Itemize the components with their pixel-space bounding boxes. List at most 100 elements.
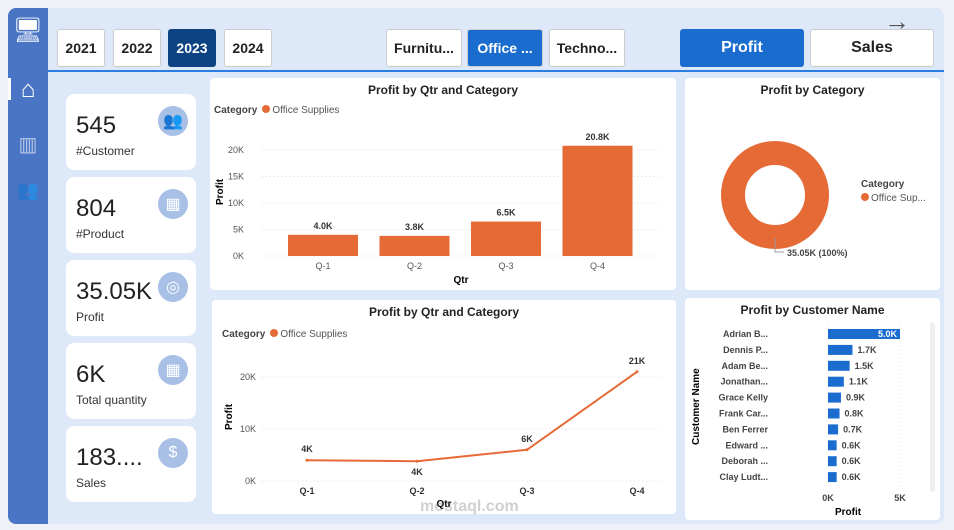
bar — [828, 408, 840, 419]
bar — [828, 440, 837, 451]
kpi-value: 35.05K — [76, 278, 153, 305]
data-label: 0.8K — [845, 409, 865, 419]
data-label: 1.7K — [857, 345, 877, 355]
boxes-icon: ▦ — [158, 189, 188, 219]
data-label: 0.6K — [842, 440, 862, 450]
year-2024-button[interactable]: 2024 — [224, 29, 272, 67]
year-2023-button[interactable]: 2023 — [168, 29, 216, 67]
active-indicator — [8, 78, 11, 100]
bar — [828, 472, 837, 483]
home-icon[interactable]: ⌂ — [20, 76, 36, 103]
legend-title: Category — [214, 105, 258, 116]
people-icon[interactable]: 👥 — [16, 180, 40, 200]
data-point — [305, 458, 309, 462]
data-label: 21K — [629, 356, 646, 366]
coins-icon: ◎ — [158, 272, 188, 302]
category-furniture-button[interactable]: Furnitu... — [386, 29, 462, 67]
x-tick-label: Q-3 — [519, 486, 534, 496]
chart-title: Profit by Qtr and Category — [367, 83, 519, 97]
bar — [828, 456, 837, 467]
header-divider — [48, 70, 944, 72]
kpi-value: 545 — [76, 112, 117, 139]
y-tick-label: 5K — [233, 225, 244, 235]
kpi-card: 183.... Sales $ — [66, 426, 196, 502]
kpi-label: #Customer — [76, 144, 135, 158]
year-2022-button[interactable]: 2022 — [113, 29, 161, 67]
legend: Category Office Supplies — [214, 105, 339, 116]
profit-button[interactable]: Profit — [680, 29, 804, 67]
bar — [562, 145, 633, 256]
kpi-label: Total quantity — [76, 393, 147, 407]
y-tick-label: 0K — [245, 476, 256, 486]
kpi-value: 6K — [76, 361, 106, 388]
data-label: 0.6K — [842, 472, 862, 482]
kpi-value: 183.... — [76, 444, 143, 471]
data-label: 4K — [301, 444, 313, 454]
category-office-button[interactable]: Office ... — [467, 29, 543, 67]
data-label: 20.8K — [585, 132, 610, 142]
legend-dot — [262, 105, 271, 113]
data-label: 6.5K — [496, 208, 516, 218]
bar — [828, 360, 850, 371]
customer-label: Frank Car... — [719, 409, 768, 419]
category-technology-button[interactable]: Techno... — [549, 29, 625, 67]
bar — [288, 234, 358, 256]
legend-title: Category — [861, 179, 905, 190]
x-axis-title: Qtr — [454, 275, 469, 286]
y-axis-title: Customer Name — [691, 368, 702, 445]
data-label: 35.05K (100%) — [787, 248, 848, 258]
legend-item: Office Supplies — [272, 105, 340, 116]
kpi-label: #Product — [76, 227, 125, 241]
series-line — [306, 370, 638, 463]
kpi-card: 35.05K Profit ◎ — [66, 260, 196, 336]
customer-label: Dennis P... — [723, 345, 768, 355]
dollar-icon: $ — [158, 438, 188, 468]
chart-title: Profit by Customer Name — [740, 303, 885, 317]
data-point — [415, 459, 419, 463]
y-axis-title: Profit — [224, 403, 235, 430]
chart-title: Profit by Qtr and Category — [368, 305, 520, 319]
label-leader — [774, 238, 784, 253]
data-point — [525, 448, 529, 452]
data-label: 4.0K — [313, 221, 333, 231]
kpi-card: 545 #Customer 👥 — [66, 94, 196, 170]
bar — [828, 344, 853, 355]
sidebar: 🖥 ⌂ ▥ 👥 — [8, 8, 48, 524]
legend: Category Office Supplies — [222, 329, 347, 340]
kpi-card: 6K Total quantity ▦ — [66, 343, 196, 419]
kpi-card: 804 #Product ▦ — [66, 177, 196, 253]
arrow-right-icon[interactable]: → — [884, 6, 910, 36]
monitor-icon[interactable]: 🖥 — [12, 17, 44, 44]
data-label: 0.9K — [846, 393, 866, 403]
x-tick-label: Q-1 — [315, 261, 330, 271]
bar — [828, 376, 844, 387]
x-tick-label: Q-2 — [407, 261, 422, 271]
scrollbar[interactable] — [930, 322, 935, 492]
data-label: 0.7K — [843, 424, 863, 434]
y-tick-label: 0K — [233, 251, 244, 261]
x-tick-label: 0K — [822, 493, 834, 503]
data-label: 3.8K — [405, 222, 425, 232]
x-tick-label: 5K — [894, 493, 906, 503]
legend-title: Category — [222, 329, 266, 340]
bar — [828, 424, 839, 435]
data-label: 1.5K — [855, 361, 875, 371]
kpi-label: Profit — [76, 310, 105, 324]
year-2021-button[interactable]: 2021 — [57, 29, 105, 67]
x-axis-title: Qtr — [437, 499, 452, 510]
y-tick-label: 10K — [228, 198, 244, 208]
customer-label: Adrian B... — [723, 329, 768, 339]
chart-title: Profit by Category — [760, 83, 865, 97]
sales-button[interactable]: Sales — [810, 29, 934, 67]
x-tick-label: Q-1 — [299, 486, 314, 496]
legend-item: Office Sup... — [871, 193, 926, 204]
y-tick-label: 20K — [228, 145, 244, 155]
watermark: mostaql.com — [420, 498, 519, 515]
data-label: 1.1K — [849, 377, 869, 387]
customer-label: Clay Ludt... — [719, 472, 768, 482]
x-tick-label: Q-4 — [629, 486, 644, 496]
legend: Category Office Sup... — [861, 178, 926, 206]
bar — [828, 392, 841, 403]
x-axis-title: Profit — [835, 507, 862, 518]
bar-chart-icon[interactable]: ▥ — [18, 134, 38, 156]
